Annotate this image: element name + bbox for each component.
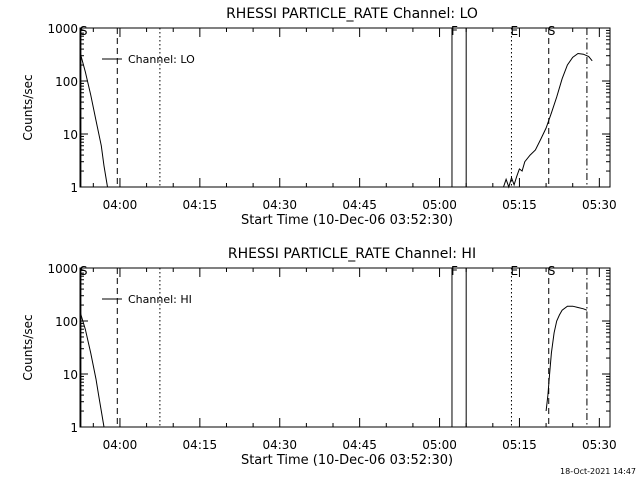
x-tick-label: 04:45: [342, 438, 377, 452]
y-tick-label: 10: [63, 368, 78, 382]
plot-frame: [79, 267, 611, 428]
series-line: [79, 52, 108, 188]
y-tick-label: 1: [70, 181, 78, 195]
x-tick-label: 05:15: [502, 198, 537, 212]
x-tick-label: 05:15: [502, 438, 537, 452]
x-tick-label: 04:30: [262, 198, 297, 212]
y-tick-label: 10: [63, 128, 78, 142]
timestamp: 18-Oct-2021 14:47: [560, 467, 636, 476]
event-marker-label: S: [548, 264, 556, 278]
event-marker-label: S: [80, 24, 88, 38]
x-tick-label: 04:15: [183, 198, 218, 212]
legend-label: Channel: HI: [128, 293, 192, 306]
x-tick-label: 04:45: [342, 198, 377, 212]
x-tick-label: 04:00: [103, 198, 138, 212]
x-tick-label: 04:15: [183, 438, 218, 452]
event-marker-label: S: [80, 264, 88, 278]
y-tick-label: 1000: [47, 262, 78, 276]
x-tick-label: 05:30: [582, 198, 617, 212]
y-axis-label: Counts/sec: [21, 314, 35, 380]
event-marker-label: F: [451, 264, 458, 278]
series-line: [79, 311, 105, 428]
chart-panel-2: RHESSI PARTICLE_RATE Channel: HI 1 10 100 10…: [21, 246, 617, 468]
y-tick-label: 100: [55, 75, 78, 89]
plot-frame: [79, 27, 611, 188]
series-line: [503, 52, 593, 189]
x-tick-label: 05:00: [422, 438, 457, 452]
y-tick-label: 1: [70, 421, 78, 435]
y-tick-label: 100: [55, 315, 78, 329]
x-tick-label: 05:00: [422, 198, 457, 212]
x-axis-label: Start Time (10-Dec-06 03:52:30): [241, 213, 453, 228]
event-marker-label: F: [451, 24, 458, 38]
chart-title: RHESSI PARTICLE_RATE Channel: LO: [226, 6, 478, 22]
x-tick-label: 05:30: [582, 438, 617, 452]
x-axis-label: Start Time (10-Dec-06 03:52:30): [241, 453, 453, 468]
legend-label: Channel: LO: [128, 53, 195, 66]
series-line: [545, 305, 588, 412]
chart-panel-1: RHESSI PARTICLE_RATE Channel: LO 1 10 100 10…: [21, 6, 617, 228]
x-tick-label: 04:00: [103, 438, 138, 452]
event-marker-label: E: [510, 264, 518, 278]
y-tick-label: 1000: [47, 22, 78, 36]
event-marker-label: E: [510, 24, 518, 38]
event-marker-label: S: [548, 24, 556, 38]
x-tick-label: 04:30: [262, 438, 297, 452]
chart-title: RHESSI PARTICLE_RATE Channel: HI: [228, 246, 476, 262]
y-axis-label: Counts/sec: [21, 74, 35, 140]
